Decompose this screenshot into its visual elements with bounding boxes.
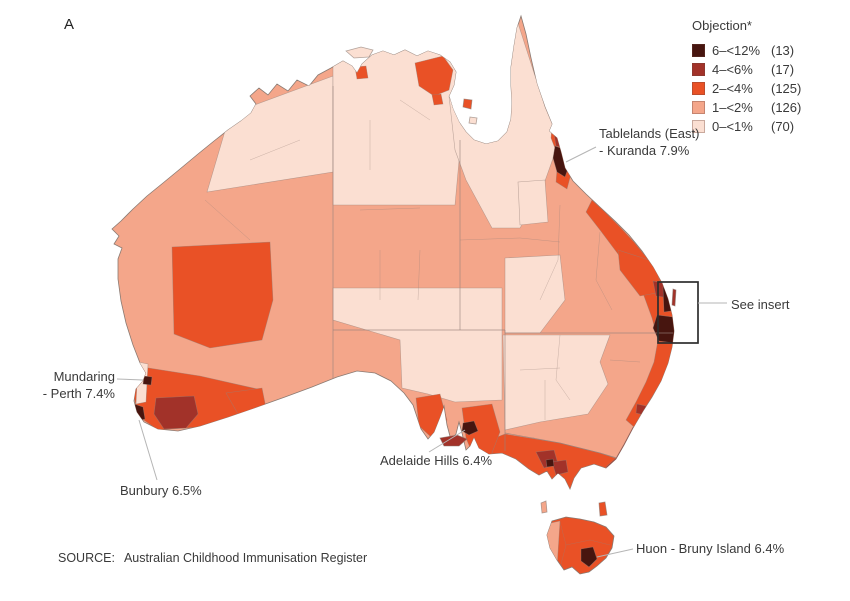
king-island xyxy=(540,500,548,514)
leader-bunbury xyxy=(138,419,158,481)
leader-huon xyxy=(596,548,634,558)
fraser-island xyxy=(671,288,677,307)
annotation-adelaide-hills: Adelaide Hills 6.4% xyxy=(380,453,493,468)
region-borders xyxy=(204,99,641,420)
region-huon-bruny xyxy=(580,546,598,568)
legend-item: 2–<4% (125) xyxy=(692,79,801,98)
legend-item: 6–<12% (13) xyxy=(692,41,801,60)
kangaroo-island xyxy=(439,434,468,447)
tiwi-islands xyxy=(345,46,374,59)
annotation-tablelands-kuranda: Tablelands (East) - Kuranda 7.9% xyxy=(599,126,700,158)
see-insert-box xyxy=(657,281,699,344)
region-mundaring-perth xyxy=(142,375,153,386)
legend-swatch-6-12-icon xyxy=(692,44,705,57)
leader-mundaring xyxy=(116,378,144,381)
panel-letter: A xyxy=(64,16,75,33)
islands xyxy=(345,46,677,517)
regions-2-4pct xyxy=(133,55,674,489)
legend-swatch-2-4-icon xyxy=(692,82,705,95)
groote-eylandt xyxy=(462,98,473,110)
state-borders xyxy=(332,86,673,462)
tasmania-regions xyxy=(547,520,611,569)
legend-item: 1–<2% (126) xyxy=(692,98,801,117)
annotation-mundaring-perth: Mundaring - Perth 7.4% xyxy=(42,369,115,401)
leader-tablelands xyxy=(565,146,597,163)
annotation-see-insert: See insert xyxy=(731,297,790,312)
legend-item: 0–<1% (70) xyxy=(692,117,801,136)
source-text: Australian Childhood Immunisation Regist… xyxy=(123,551,368,565)
flinders-island xyxy=(598,501,608,517)
legend-item: 4–<6% (17) xyxy=(692,60,801,79)
legend-swatch-1-2-icon xyxy=(692,101,705,114)
regions-6-12pct xyxy=(131,145,674,468)
legend: Objection* 6–<12% (13) 4–<6% (17) 2–<4% … xyxy=(692,17,801,136)
legend-swatch-4-6-icon xyxy=(692,63,705,76)
leader-lines xyxy=(116,146,727,558)
annotation-huon-bruny-island: Huon - Bruny Island 6.4% xyxy=(636,541,785,556)
legend-title: Objection* xyxy=(692,18,752,33)
source-note: SOURCE: Australian Childhood Immunisation… xyxy=(58,551,367,565)
leader-adelaide-hills xyxy=(428,429,466,453)
annotation-bunbury: Bunbury 6.5% xyxy=(120,483,202,498)
mornington-island xyxy=(468,116,478,125)
legend-swatch-0-1-icon xyxy=(692,120,705,133)
source-label: SOURCE: xyxy=(58,551,115,565)
region-adelaide-hills xyxy=(461,420,479,436)
